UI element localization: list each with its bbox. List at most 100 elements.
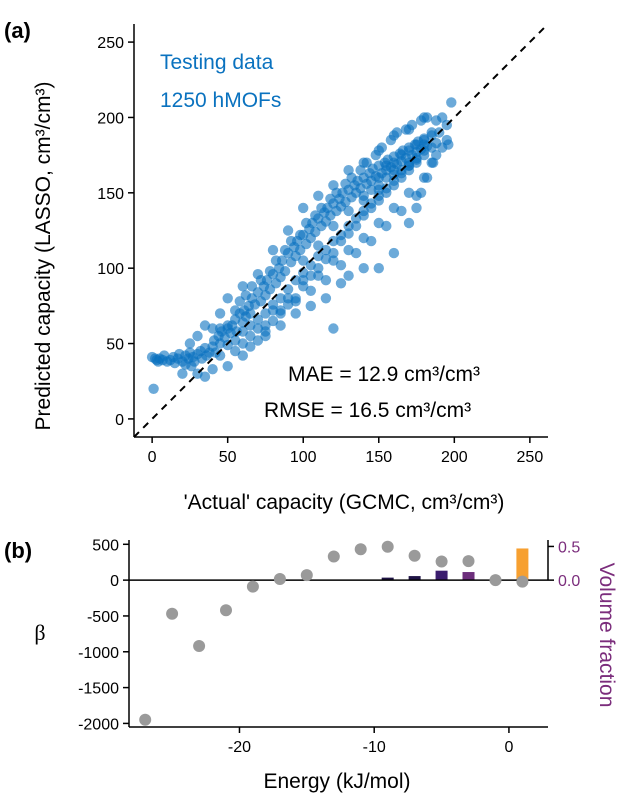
panel-b-y-label: β: [34, 620, 45, 645]
scatter-point: [260, 326, 271, 337]
identity-reference-line: [133, 23, 549, 438]
x-tick-label: 150: [365, 449, 392, 466]
mae-annotation: MAE = 12.9 cm³/cm³: [288, 363, 480, 386]
scatter-point: [411, 152, 422, 164]
scatter-point: [252, 335, 264, 346]
scatter-point: [222, 320, 233, 331]
scatter-point: [245, 308, 256, 319]
scatter-point: [222, 361, 233, 372]
scatter-point: [230, 335, 241, 346]
beta-point: [381, 540, 394, 553]
panel-b-y-ticks: 500 0 -500 -1000 -1500 -2000: [78, 537, 129, 733]
y-tick-label: 0: [110, 573, 119, 590]
panel-a-y-ticks: 0 50 100 150 200 250: [97, 35, 134, 429]
scatter-point: [282, 299, 294, 310]
scatter-point: [331, 187, 342, 198]
scatter-point: [370, 149, 381, 161]
scatter-point: [373, 172, 384, 183]
volume-fraction-bar: [435, 570, 448, 581]
scatter-point: [298, 202, 309, 214]
scatter-point: [214, 308, 226, 319]
scatter-point: [267, 299, 279, 310]
scatter-point: [237, 326, 248, 337]
panel-b-x-label: Energy (kJ/mol): [263, 770, 410, 793]
scatter-point: [320, 244, 332, 256]
scatter-point: [366, 184, 377, 195]
scatter-point: [431, 149, 442, 161]
scatter-point: [290, 293, 301, 304]
x-tick-label: 250: [517, 449, 544, 466]
scatter-point: [282, 225, 294, 236]
scatter-point: [320, 293, 332, 304]
scatter-point: [358, 205, 369, 217]
scatter-point: [391, 127, 403, 138]
y-tick-label: -2000: [78, 716, 119, 733]
scatter-point: [222, 293, 233, 304]
scatter-point: [396, 149, 407, 161]
scatter-point: [275, 305, 286, 316]
rmse-annotation: RMSE = 16.5 cm³/cm³: [264, 399, 471, 422]
beta-point: [516, 575, 529, 588]
scatter-point: [313, 240, 324, 251]
scatter-point: [426, 127, 437, 138]
scatter-point: [245, 330, 256, 342]
x-tick-label: 0: [148, 449, 157, 466]
scatter-point: [255, 275, 267, 286]
beta-point: [166, 607, 179, 620]
beta-point: [489, 574, 502, 587]
scatter-point: [403, 217, 415, 229]
scatter-point: [270, 255, 282, 266]
scatter-point: [335, 278, 347, 289]
scatter-point: [388, 165, 400, 176]
y-tick-label: -1000: [78, 645, 119, 662]
scatter-point: [361, 157, 372, 168]
scatter-point: [199, 371, 211, 382]
x-tick-label: 50: [219, 449, 237, 466]
scatter-point: [406, 119, 418, 131]
panel-a-y-label: Predicted capacity (LASSO, cm³/cm³): [32, 82, 55, 431]
beta-points: [139, 540, 529, 726]
scatter-point: [148, 383, 159, 394]
scatter-point: [298, 275, 309, 286]
scatter-point: [260, 308, 271, 319]
scatter-point: [411, 139, 422, 150]
scatter-point: [358, 195, 369, 206]
scatter-point: [381, 220, 392, 232]
scatter-point: [403, 145, 415, 156]
scatter-point: [335, 260, 347, 271]
panel-b-volume-fraction-ticks: 0.5 0.0: [548, 539, 580, 590]
panel-b-x-ticks: -20 -10 0: [228, 727, 513, 756]
x-tick-label: 100: [290, 449, 317, 466]
scatter-point: [285, 235, 297, 247]
scatter-point: [192, 330, 203, 342]
scatter-point: [320, 275, 332, 286]
scatter-point: [301, 217, 312, 229]
y-tick-label: 500: [92, 537, 119, 554]
scatter-point: [388, 247, 400, 259]
scatter-point: [437, 112, 448, 123]
beta-point: [408, 549, 421, 562]
scatter-point: [418, 139, 430, 150]
volume-fraction-bar: [516, 548, 529, 581]
panel-a-label: (a): [4, 18, 31, 43]
scatter-point: [376, 142, 387, 153]
scatter-point: [343, 270, 354, 281]
x-tick-label: 200: [441, 449, 468, 466]
scatter-point: [245, 341, 256, 352]
scatter-point: [350, 213, 362, 224]
legend-line-2: 1250 hMOFs: [160, 89, 281, 112]
beta-point: [354, 543, 367, 556]
scatter-point: [366, 235, 377, 247]
scatter-point: [350, 220, 362, 232]
scatter-point: [355, 165, 366, 176]
scatter-point: [346, 172, 357, 183]
scatter-point: [237, 350, 248, 361]
panel-a-chart: 0 50 100 150 200 250 0 50 100 150 200 250 Testing …: [32, 23, 549, 514]
y-tick-label: 200: [97, 110, 124, 127]
beta-point: [246, 580, 259, 593]
y-tick-label: -500: [87, 609, 119, 626]
scatter-point: [343, 220, 354, 232]
volume-fraction-bar: [381, 577, 394, 581]
scatter-point: [385, 134, 397, 146]
